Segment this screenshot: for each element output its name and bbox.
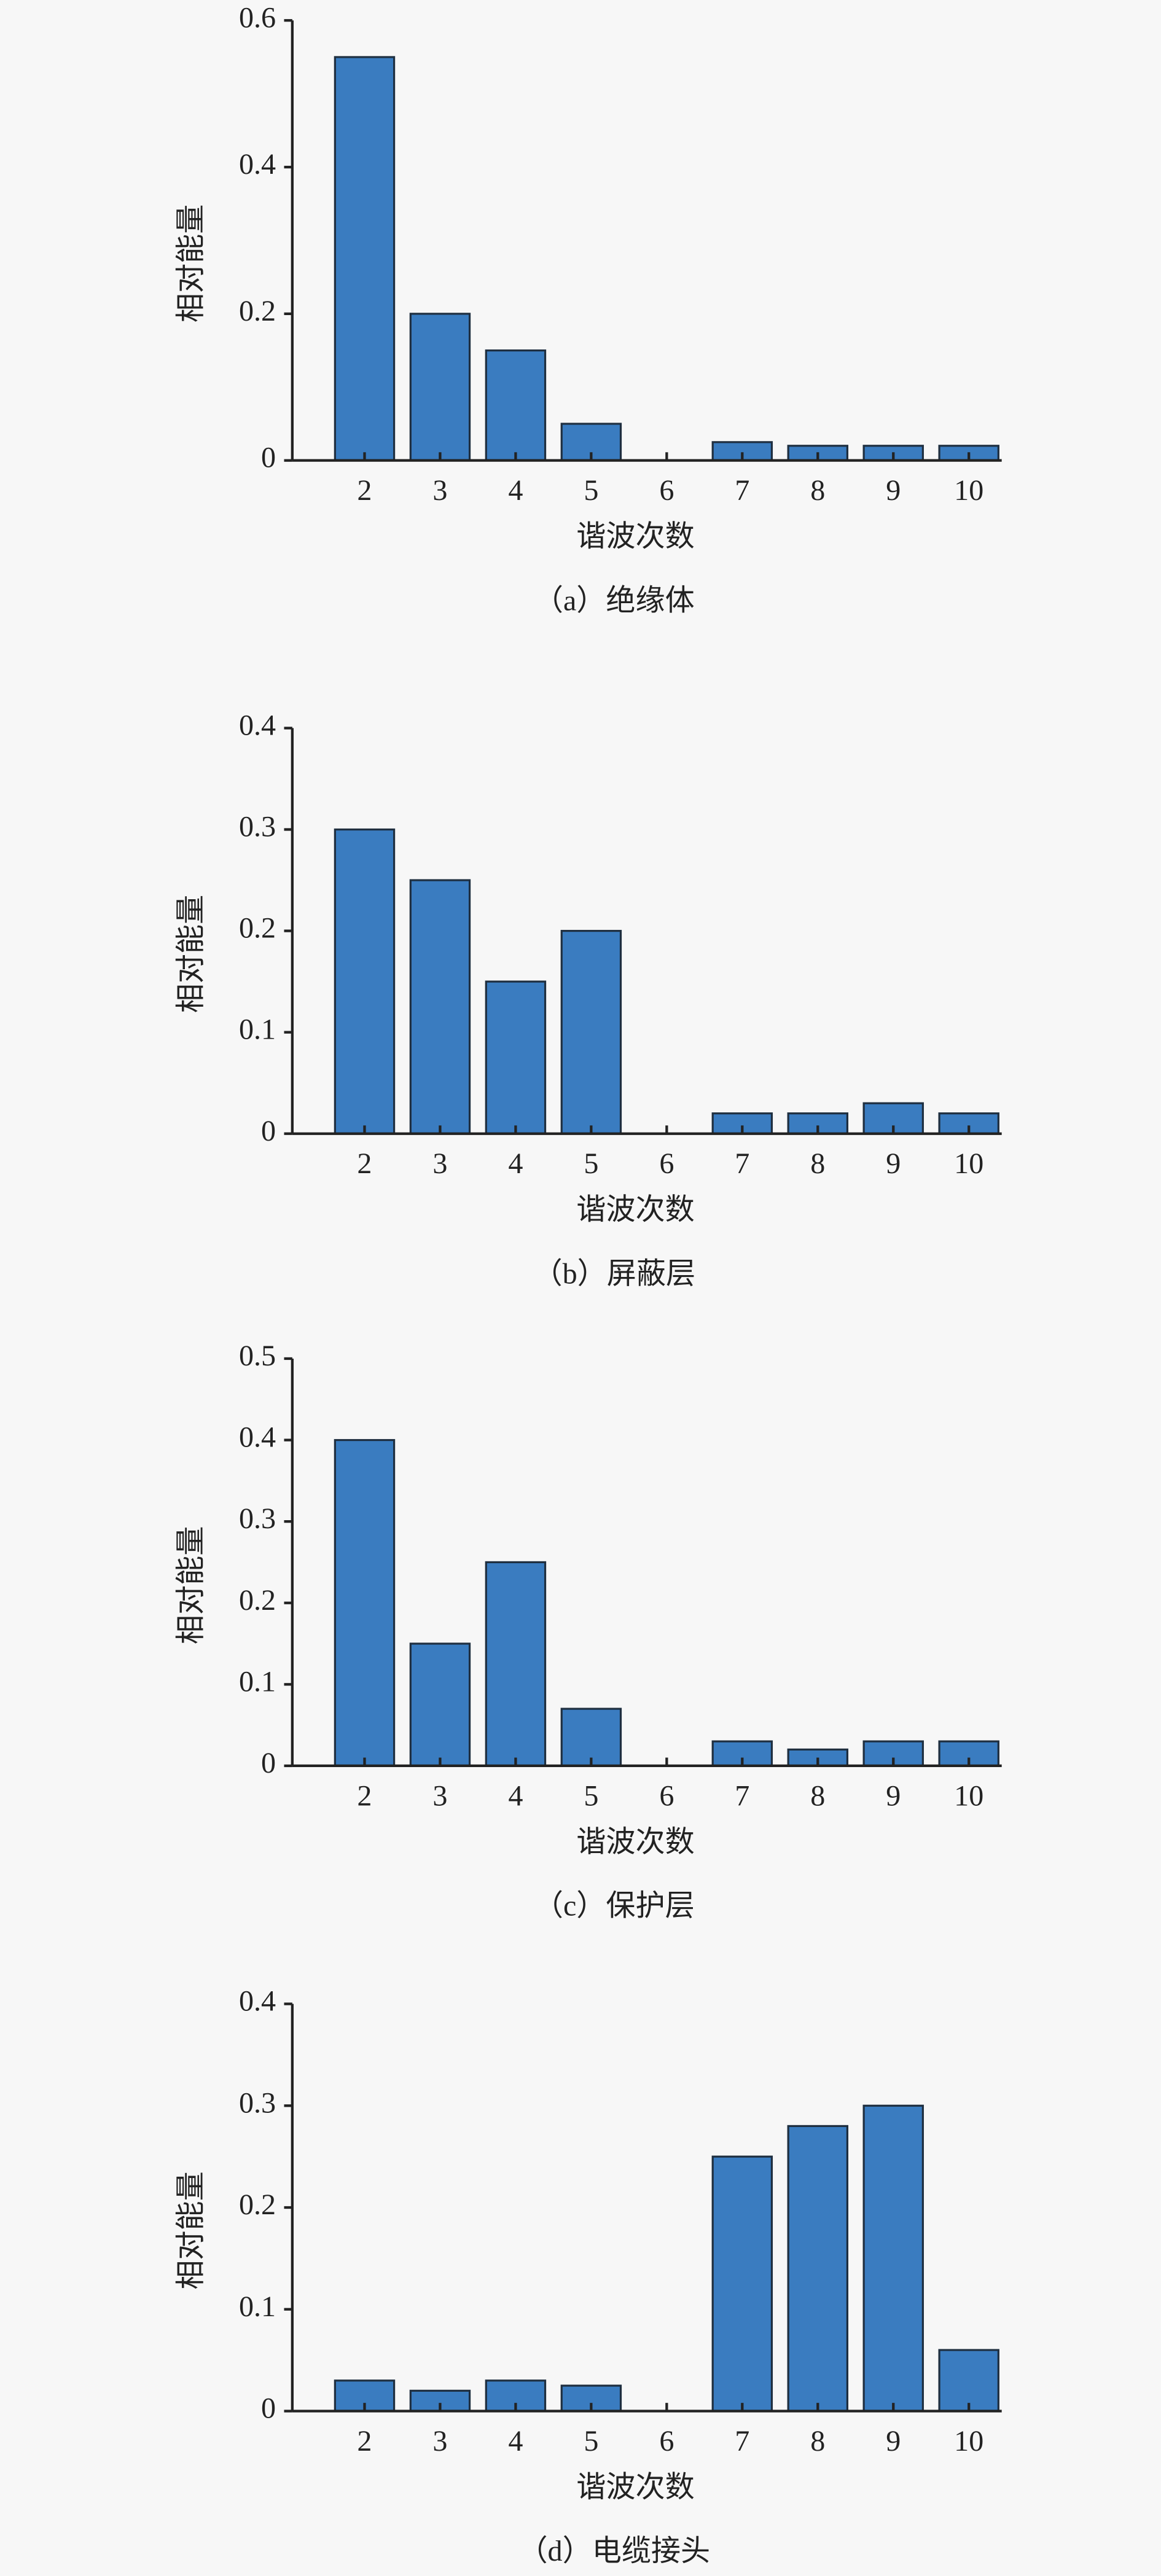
y-tick-label: 0.2 <box>239 1584 276 1617</box>
x-tick-label: 6 <box>659 1779 674 1812</box>
x-tick-label: 5 <box>584 1779 598 1812</box>
x-tick-label: 9 <box>886 1779 901 1812</box>
x-tick-label: 5 <box>584 2425 598 2457</box>
y-tick-label: 0.2 <box>239 912 276 945</box>
x-tick-label: 8 <box>810 474 825 507</box>
x-tick-label: 10 <box>954 1147 983 1180</box>
caption: （d）电缆接头 <box>518 2535 710 2567</box>
y-tick-label: 0 <box>261 1747 276 1779</box>
bar <box>711 2155 773 2413</box>
bar <box>485 980 547 1135</box>
x-tick-label: 7 <box>735 474 749 507</box>
x-tick-label: 6 <box>659 1147 674 1180</box>
y-tick-label: 0.2 <box>239 2188 276 2221</box>
x-tick-label: 6 <box>659 474 674 507</box>
y-axis-label: 相对能量 <box>174 205 207 322</box>
y-tick-label: 0.1 <box>239 2290 276 2323</box>
x-tick-label: 3 <box>432 474 447 507</box>
x-tick-label: 8 <box>810 1779 825 1812</box>
x-tick-label: 3 <box>432 1779 447 1812</box>
x-tick-label: 4 <box>508 2425 523 2457</box>
y-tick-label: 0.4 <box>239 709 276 741</box>
y-tick-label: 0 <box>261 1115 276 1147</box>
x-axis-label: 谐波次数 <box>576 1193 694 1226</box>
caption: （c）保护层 <box>534 1890 695 1922</box>
x-tick-label: 2 <box>357 474 372 507</box>
x-tick-label: 10 <box>954 1779 983 1812</box>
bar <box>938 1112 999 1135</box>
y-tick-label: 0.2 <box>239 295 276 327</box>
bar <box>560 929 622 1135</box>
bar <box>938 2349 999 2413</box>
y-tick-label: 0 <box>261 442 276 474</box>
x-tick-label: 4 <box>508 1147 523 1180</box>
x-tick-label: 5 <box>584 474 598 507</box>
y-tick-label: 0 <box>261 2392 276 2425</box>
y-axis-label: 相对能量 <box>174 895 207 1013</box>
x-tick-label: 6 <box>659 2425 674 2457</box>
x-tick-label: 3 <box>432 1147 447 1180</box>
y-tick-label: 0.6 <box>239 1 276 34</box>
caption: （a）绝缘体 <box>534 584 695 617</box>
x-tick-label: 5 <box>584 1147 598 1180</box>
x-tick-label: 2 <box>357 1147 372 1180</box>
x-tick-label: 9 <box>886 474 901 507</box>
bar <box>485 1561 547 1767</box>
bar <box>485 349 547 462</box>
y-tick-label: 0.1 <box>239 1665 276 1698</box>
bar <box>787 2125 849 2413</box>
y-axis-label: 相对能量 <box>174 1526 207 1644</box>
caption: （b）屏蔽层 <box>533 1257 695 1290</box>
x-tick-label: 10 <box>954 2425 983 2457</box>
bar <box>409 313 471 462</box>
bar <box>862 2104 924 2413</box>
y-tick-label: 0.3 <box>239 2086 276 2119</box>
y-tick-label: 0.3 <box>239 811 276 843</box>
y-tick-label: 0.4 <box>239 148 276 181</box>
x-tick-label: 3 <box>432 2425 447 2457</box>
bar <box>409 1642 471 1767</box>
y-tick-label: 0.4 <box>239 1421 276 1454</box>
bar <box>409 879 471 1135</box>
x-axis-label: 谐波次数 <box>576 2471 694 2504</box>
x-tick-label: 2 <box>357 1779 372 1812</box>
bar <box>560 1708 622 1767</box>
y-tick-label: 0.1 <box>239 1013 276 1046</box>
x-tick-label: 8 <box>810 2425 825 2457</box>
x-tick-label: 8 <box>810 1147 825 1180</box>
bar <box>334 1438 396 1767</box>
x-tick-label: 10 <box>954 474 983 507</box>
y-tick-label: 0.4 <box>239 1985 276 2018</box>
y-axis-label: 相对能量 <box>174 2171 207 2289</box>
x-tick-label: 9 <box>886 1147 901 1180</box>
x-tick-label: 9 <box>886 2425 901 2457</box>
x-axis-label: 谐波次数 <box>576 1825 694 1858</box>
x-tick-label: 4 <box>508 474 523 507</box>
bar <box>334 828 396 1135</box>
bar <box>711 1740 773 1767</box>
x-tick-label: 7 <box>735 2425 749 2457</box>
x-tick-label: 7 <box>735 1779 749 1812</box>
y-tick-label: 0.5 <box>239 1340 276 1372</box>
y-tick-label: 0.3 <box>239 1502 276 1535</box>
x-tick-label: 4 <box>508 1779 523 1812</box>
bar <box>334 56 396 462</box>
x-axis-label: 谐波次数 <box>576 520 694 553</box>
x-tick-label: 7 <box>735 1147 749 1180</box>
x-tick-label: 2 <box>357 2425 372 2457</box>
